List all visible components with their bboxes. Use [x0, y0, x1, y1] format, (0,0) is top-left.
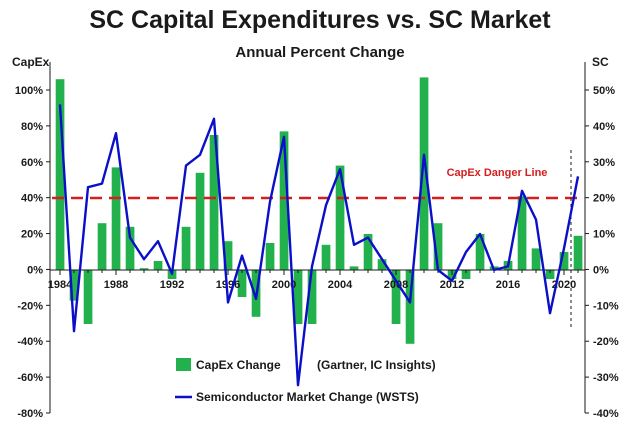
right-tick-label: 50% — [593, 85, 615, 97]
right-tick-label: -20% — [593, 336, 619, 348]
right-tick-label: 20% — [593, 193, 615, 205]
left-tick-label: -80% — [17, 408, 43, 420]
capex-bar — [125, 226, 135, 270]
capex-bar — [335, 165, 345, 270]
x-tick-label: 2008 — [384, 279, 408, 291]
left-tick-label: -60% — [17, 372, 43, 384]
capex-bar — [139, 268, 149, 270]
capex-bar — [209, 135, 219, 270]
left-tick-label: 20% — [21, 229, 43, 241]
capex-bar — [377, 259, 387, 270]
capex-bar — [321, 244, 331, 270]
capex-bar — [349, 266, 359, 270]
capex-bar — [97, 223, 107, 270]
legend-capex-label: CapEx Change — [196, 358, 281, 372]
right-tick-label: -40% — [593, 408, 619, 420]
capex-bar — [545, 270, 555, 279]
right-tick-label: -10% — [593, 300, 619, 312]
left-tick-label: 0% — [27, 264, 43, 276]
capex-bar — [279, 131, 289, 270]
right-tick-label: 0% — [593, 264, 609, 276]
right-tick-label: 40% — [593, 121, 615, 133]
capex-bar — [55, 79, 65, 270]
capex-bar — [223, 241, 233, 270]
legend: CapEx Change (Gartner, IC Insights) Semico… — [175, 358, 436, 404]
capex-bar — [181, 226, 191, 270]
capex-bar — [419, 77, 429, 271]
left-tick-label: 60% — [21, 157, 43, 169]
capex-bar — [195, 172, 205, 270]
left-tick-label: 80% — [21, 121, 43, 133]
x-tick-label: 1988 — [104, 279, 128, 291]
capex-bar — [559, 252, 569, 270]
capex-bar — [265, 243, 275, 270]
left-axis-title: CapEx — [12, 55, 50, 69]
capex-bar — [475, 234, 485, 270]
capex-bar — [517, 196, 527, 270]
x-tick-label: 2000 — [272, 279, 296, 291]
capex-bars — [55, 77, 583, 344]
capex-bar — [237, 270, 247, 297]
capex-bar — [391, 270, 401, 324]
capex-bar — [69, 270, 79, 301]
chart-subtitle: Annual Percent Change — [235, 44, 405, 61]
x-tick-label: 1992 — [160, 279, 184, 291]
market-change-line — [58, 104, 580, 387]
left-tick-label: 40% — [21, 193, 43, 205]
capex-bar — [433, 223, 443, 270]
capex-bar — [153, 261, 163, 270]
danger-line-label: CapEx Danger Line — [447, 167, 548, 179]
legend-capex-source: (Gartner, IC Insights) — [317, 358, 436, 372]
capex-bar — [293, 270, 303, 324]
chart-title: SC Capital Expenditures vs. SC Market — [89, 6, 551, 34]
x-tick-label: 2004 — [328, 279, 353, 291]
x-tick-label: 1984 — [48, 279, 73, 291]
left-tick-label: -40% — [17, 336, 43, 348]
capex-bar — [83, 270, 93, 324]
capex-bar — [531, 248, 541, 270]
legend-capex-swatch — [176, 358, 191, 371]
danger-line-group: CapEx Danger Line — [52, 167, 583, 200]
right-tick-label: -30% — [593, 372, 619, 384]
x-tick-label: 2016 — [496, 279, 520, 291]
capex-bar — [307, 270, 317, 324]
x-tick-label: 2012 — [440, 279, 464, 291]
legend-market-label: Semiconductor Market Change (WSTS) — [196, 390, 419, 404]
capex-bar — [363, 234, 373, 270]
right-axis-title: SC — [592, 55, 609, 69]
capex-bar — [111, 167, 121, 270]
right-tick-label: 10% — [593, 229, 615, 241]
left-axis: 100% 80% 60% 40% 20% 0% -20% -40% -60% -80% — [15, 62, 51, 420]
right-axis: 50% 40% 30% 20% 10% 0% -10% -20% -30% -40% — [584, 62, 619, 420]
left-tick-label: -20% — [17, 300, 43, 312]
capex-bar — [405, 270, 415, 344]
right-tick-label: 30% — [593, 157, 615, 169]
market-line-group — [58, 104, 580, 387]
capex-bar — [573, 235, 583, 270]
capex-bar — [461, 270, 471, 279]
left-tick-label: 100% — [15, 85, 43, 97]
